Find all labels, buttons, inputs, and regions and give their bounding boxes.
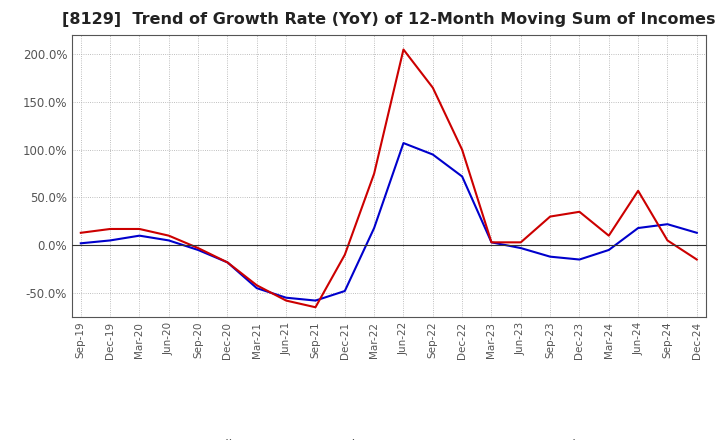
Net Income Growth Rate xyxy=(546,214,554,219)
Net Income Growth Rate xyxy=(223,260,232,265)
Line: Ordinary Income Growth Rate: Ordinary Income Growth Rate xyxy=(81,143,697,301)
Ordinary Income Growth Rate xyxy=(76,241,85,246)
Ordinary Income Growth Rate xyxy=(399,140,408,146)
Ordinary Income Growth Rate xyxy=(634,225,642,231)
Line: Net Income Growth Rate: Net Income Growth Rate xyxy=(81,50,697,307)
Net Income Growth Rate xyxy=(487,240,496,245)
Ordinary Income Growth Rate xyxy=(458,174,467,179)
Ordinary Income Growth Rate xyxy=(487,240,496,245)
Legend: Ordinary Income Growth Rate, Net Income Growth Rate: Ordinary Income Growth Rate, Net Income … xyxy=(160,434,618,440)
Net Income Growth Rate xyxy=(663,238,672,243)
Ordinary Income Growth Rate xyxy=(253,286,261,291)
Net Income Growth Rate xyxy=(311,304,320,310)
Net Income Growth Rate xyxy=(194,246,202,251)
Net Income Growth Rate xyxy=(370,171,379,176)
Net Income Growth Rate xyxy=(634,188,642,194)
Ordinary Income Growth Rate xyxy=(194,247,202,253)
Net Income Growth Rate xyxy=(106,226,114,231)
Ordinary Income Growth Rate xyxy=(223,260,232,265)
Ordinary Income Growth Rate xyxy=(135,233,144,238)
Net Income Growth Rate xyxy=(399,47,408,52)
Ordinary Income Growth Rate xyxy=(546,254,554,259)
Ordinary Income Growth Rate xyxy=(605,247,613,253)
Net Income Growth Rate xyxy=(164,233,173,238)
Ordinary Income Growth Rate xyxy=(516,246,525,251)
Ordinary Income Growth Rate xyxy=(370,225,379,231)
Net Income Growth Rate xyxy=(341,252,349,257)
Ordinary Income Growth Rate xyxy=(575,257,584,262)
Ordinary Income Growth Rate xyxy=(106,238,114,243)
Net Income Growth Rate xyxy=(605,233,613,238)
Net Income Growth Rate xyxy=(693,257,701,262)
Net Income Growth Rate xyxy=(458,147,467,152)
Net Income Growth Rate xyxy=(516,240,525,245)
Title: [8129]  Trend of Growth Rate (YoY) of 12-Month Moving Sum of Incomes: [8129] Trend of Growth Rate (YoY) of 12-… xyxy=(62,12,716,27)
Net Income Growth Rate xyxy=(428,85,437,90)
Ordinary Income Growth Rate xyxy=(341,288,349,293)
Net Income Growth Rate xyxy=(282,298,290,303)
Net Income Growth Rate xyxy=(253,282,261,288)
Ordinary Income Growth Rate xyxy=(428,152,437,157)
Ordinary Income Growth Rate xyxy=(311,298,320,303)
Net Income Growth Rate xyxy=(76,230,85,235)
Ordinary Income Growth Rate xyxy=(282,295,290,301)
Ordinary Income Growth Rate xyxy=(663,222,672,227)
Net Income Growth Rate xyxy=(575,209,584,214)
Ordinary Income Growth Rate xyxy=(693,230,701,235)
Ordinary Income Growth Rate xyxy=(164,238,173,243)
Net Income Growth Rate xyxy=(135,226,144,231)
